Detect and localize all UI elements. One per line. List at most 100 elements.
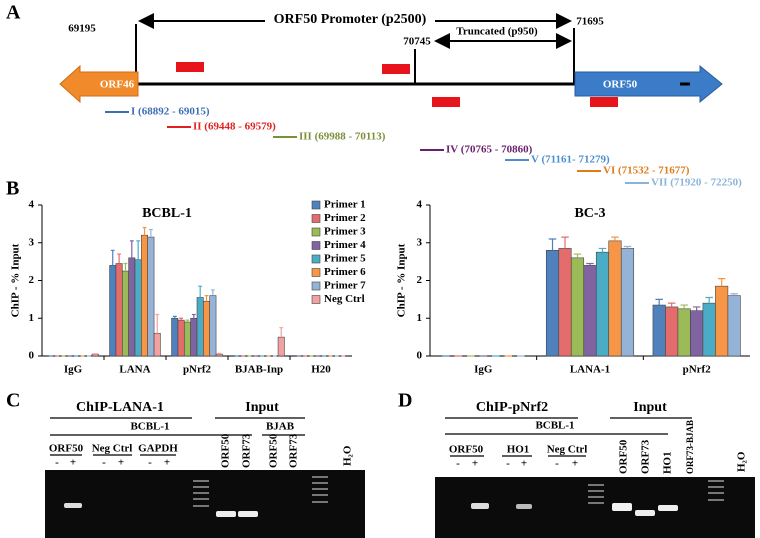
group-label: Input xyxy=(245,400,279,415)
chart-title: BC-3 xyxy=(574,206,605,221)
error-bar xyxy=(548,238,557,251)
bar xyxy=(677,308,691,357)
error-bar xyxy=(185,319,190,323)
gel-band xyxy=(635,510,655,516)
error-bar xyxy=(586,262,594,266)
error-bar xyxy=(136,240,141,260)
sign: - xyxy=(55,457,59,469)
gel-band xyxy=(238,511,258,517)
bar xyxy=(595,251,610,357)
panel-c: C ChIP-LANA-1 Input BCBL-1 BJAB ORF50 Ne… xyxy=(6,390,365,538)
error-bar xyxy=(148,228,153,238)
primer-label: I (68892 - 69015) xyxy=(131,106,210,118)
target-label: Neg Ctrl xyxy=(547,444,588,456)
sign: + xyxy=(521,458,527,470)
bar xyxy=(153,333,161,357)
x-tick-label: LANA-1 xyxy=(570,364,610,376)
error-bar xyxy=(692,306,701,311)
error-bar xyxy=(279,327,284,338)
y-tick-label: 4 xyxy=(417,199,423,211)
primer-box xyxy=(590,97,618,107)
sign: - xyxy=(555,458,559,470)
position: 70745 xyxy=(403,36,431,48)
sign: + xyxy=(572,458,578,470)
legend-label: Primer 7 xyxy=(324,280,366,292)
x-tick-label: H20 xyxy=(311,364,331,376)
panel-label: C xyxy=(6,390,20,412)
bar xyxy=(608,240,622,357)
bar xyxy=(128,257,136,357)
sign: - xyxy=(456,458,460,470)
bar xyxy=(277,336,285,357)
legend-swatch xyxy=(311,227,321,237)
bar xyxy=(215,353,223,357)
input-lane: ORF73 xyxy=(241,433,253,468)
target-label: Neg Ctrl xyxy=(92,443,133,455)
error-bar xyxy=(680,304,688,309)
error-bar xyxy=(730,293,738,296)
gel-band xyxy=(471,503,489,509)
x-tick-label: BJAB-Inp xyxy=(235,364,283,376)
cell-line: BCBL-1 xyxy=(130,421,169,433)
error-bar xyxy=(611,236,619,241)
y-tick-label: 2 xyxy=(29,274,35,286)
sign: - xyxy=(148,457,152,469)
bar xyxy=(177,319,185,357)
group-label: ChIP-pNrf2 xyxy=(476,400,548,415)
primer-box xyxy=(176,62,204,72)
input-lane: ORF73-BJAB xyxy=(685,420,695,474)
target-label: HO1 xyxy=(507,444,530,456)
target-label: ORF50 xyxy=(49,443,84,455)
primer-label: VII (71920 - 72250) xyxy=(651,177,742,189)
bar xyxy=(545,250,560,357)
sign: + xyxy=(472,458,478,470)
chart-title: BCBL-1 xyxy=(142,206,192,221)
bar xyxy=(141,234,149,357)
group-label: ChIP-LANA-1 xyxy=(76,400,164,415)
y-tick-label: 0 xyxy=(29,350,35,362)
bar xyxy=(196,297,204,357)
error-bar xyxy=(598,247,607,253)
promoter-label: ORF50 Promoter (p2500) xyxy=(274,12,427,27)
legend-swatch xyxy=(311,254,321,264)
panel-d: D ChIP-pNrf2 Input BCBL-1 ORF50 HO1 Neg … xyxy=(398,390,755,538)
gene-label: ORF46 xyxy=(100,79,135,91)
error-bar xyxy=(204,295,209,302)
legend-label: Primer 4 xyxy=(324,239,366,251)
panel-a: A ORF50 Promoter (p2500) 69195 71695 707… xyxy=(6,2,723,107)
legend-label: Primer 3 xyxy=(324,226,366,238)
primer-label: IV (70765 - 70860) xyxy=(446,144,533,156)
y-axis-label: ChIP - % Input xyxy=(396,243,408,317)
panel-label: D xyxy=(398,390,412,412)
sign: - xyxy=(102,457,106,469)
error-bar xyxy=(129,240,134,258)
error-bar xyxy=(110,249,115,266)
input-lane: HO1 xyxy=(662,451,674,474)
error-bar xyxy=(667,302,676,307)
bar xyxy=(209,295,217,357)
bar xyxy=(583,265,597,357)
orf50-gene xyxy=(574,64,723,104)
legend-swatch xyxy=(311,281,321,291)
bar xyxy=(715,285,729,357)
ladder xyxy=(193,476,328,507)
ladder xyxy=(588,480,724,504)
primer-label: VI (71532 - 71677) xyxy=(603,165,690,177)
error-bar xyxy=(191,313,196,319)
y-tick-label: 3 xyxy=(29,236,35,248)
water-lane: H₂O xyxy=(342,445,354,466)
error-bar xyxy=(573,253,582,258)
gel-band xyxy=(658,505,678,511)
bar xyxy=(171,317,179,357)
gel-band xyxy=(516,504,532,509)
input-lane: ORF50 xyxy=(220,433,232,468)
panel-label: A xyxy=(6,2,21,24)
error-bar xyxy=(705,296,713,304)
input-lane: ORF50 xyxy=(268,433,280,468)
bar xyxy=(203,300,211,357)
error-bar xyxy=(717,278,726,287)
bar xyxy=(147,236,155,357)
bar xyxy=(690,310,704,357)
error-bar xyxy=(561,236,569,249)
bar xyxy=(570,257,585,357)
